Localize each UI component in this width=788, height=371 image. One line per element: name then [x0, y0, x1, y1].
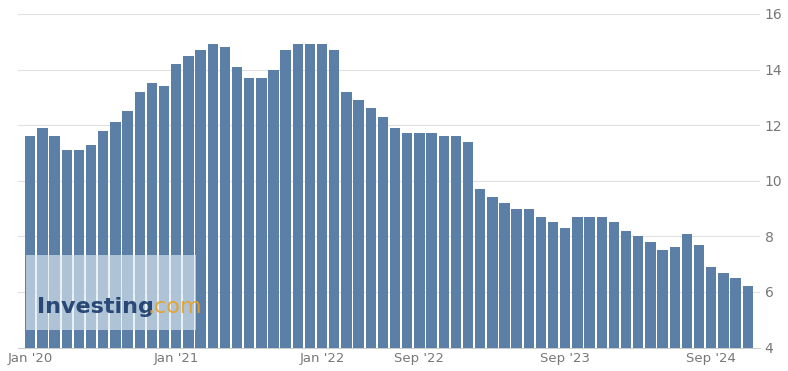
Bar	[718, 273, 729, 348]
Bar	[341, 92, 351, 348]
Bar	[585, 217, 595, 348]
Bar	[463, 142, 474, 348]
Bar	[135, 92, 145, 348]
Bar	[657, 250, 667, 348]
Bar	[706, 267, 716, 348]
Bar	[621, 231, 631, 348]
Bar	[377, 117, 388, 348]
Bar	[694, 245, 704, 348]
Bar	[572, 217, 582, 348]
FancyBboxPatch shape	[25, 255, 196, 331]
Bar	[207, 45, 217, 348]
Bar	[269, 69, 279, 348]
Bar	[147, 83, 157, 348]
Bar	[171, 64, 181, 348]
Bar	[451, 136, 461, 348]
Bar	[74, 150, 84, 348]
Bar	[536, 217, 546, 348]
Bar	[256, 78, 266, 348]
Bar	[609, 223, 619, 348]
Bar	[390, 128, 400, 348]
Bar	[730, 278, 741, 348]
Bar	[305, 45, 315, 348]
Bar	[500, 203, 510, 348]
Bar	[524, 209, 534, 348]
Text: .com: .com	[148, 298, 203, 317]
Bar	[560, 228, 571, 348]
Bar	[742, 286, 753, 348]
Bar	[281, 50, 291, 348]
Bar	[354, 100, 364, 348]
Bar	[220, 47, 230, 348]
Bar	[110, 122, 121, 348]
Bar	[682, 234, 692, 348]
Bar	[159, 86, 169, 348]
Bar	[317, 45, 327, 348]
Bar	[414, 134, 425, 348]
Bar	[511, 209, 522, 348]
Bar	[329, 50, 340, 348]
Bar	[487, 197, 497, 348]
Bar	[633, 236, 644, 348]
Bar	[86, 145, 96, 348]
Bar	[184, 56, 194, 348]
Bar	[50, 136, 60, 348]
Bar	[597, 217, 607, 348]
Bar	[244, 78, 255, 348]
Bar	[670, 247, 680, 348]
Bar	[122, 111, 132, 348]
Bar	[548, 223, 559, 348]
Bar	[439, 136, 449, 348]
Bar	[61, 150, 72, 348]
Bar	[426, 134, 437, 348]
Text: Investing: Investing	[37, 298, 154, 317]
Bar	[402, 134, 412, 348]
Bar	[25, 136, 35, 348]
Bar	[645, 242, 656, 348]
Bar	[37, 128, 47, 348]
Bar	[292, 45, 303, 348]
Bar	[232, 67, 242, 348]
Bar	[475, 189, 485, 348]
Bar	[195, 50, 206, 348]
Bar	[98, 131, 109, 348]
Bar	[366, 108, 376, 348]
